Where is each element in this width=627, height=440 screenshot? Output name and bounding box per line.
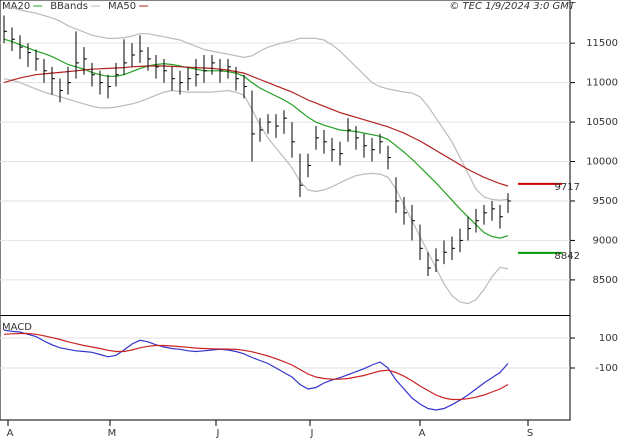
- legend-label: BBands: [50, 1, 88, 12]
- y-tick-label: 10500: [586, 117, 618, 128]
- y-tick-label: 8500: [593, 275, 618, 286]
- x-tick-label: J: [216, 428, 220, 439]
- indicator-line: [3, 38, 509, 239]
- x-tick-label: A: [419, 428, 426, 439]
- y-tick-label: -100: [595, 363, 618, 374]
- level-label: 8842: [555, 251, 580, 262]
- legend-label: MA20: [2, 1, 30, 12]
- indicator-line: [4, 7, 509, 201]
- level-label: 9717: [555, 182, 580, 193]
- plot-frame: [0, 0, 571, 421]
- macd-line: [3, 332, 509, 401]
- chart-title: © TEC 1/9/2024 3:0 GMT: [449, 1, 576, 12]
- y-tick-label: 10000: [586, 157, 618, 168]
- macd-line: [3, 329, 509, 411]
- y-tick-label: 9500: [593, 196, 618, 207]
- y-tick-label: 9000: [593, 235, 618, 246]
- y-tick-label: 100: [599, 333, 618, 344]
- indicator-line: [3, 78, 509, 305]
- x-tick-label: M: [108, 428, 117, 439]
- y-tick-label: 11000: [586, 78, 618, 89]
- x-tick-label: J: [310, 428, 314, 439]
- x-tick-label: A: [7, 428, 14, 439]
- indicator-line: [3, 65, 509, 187]
- legend-label: MA50: [108, 1, 136, 12]
- x-tick-label: S: [527, 428, 533, 439]
- panel-title: MACD: [2, 322, 32, 333]
- y-tick-label: 11500: [586, 38, 618, 49]
